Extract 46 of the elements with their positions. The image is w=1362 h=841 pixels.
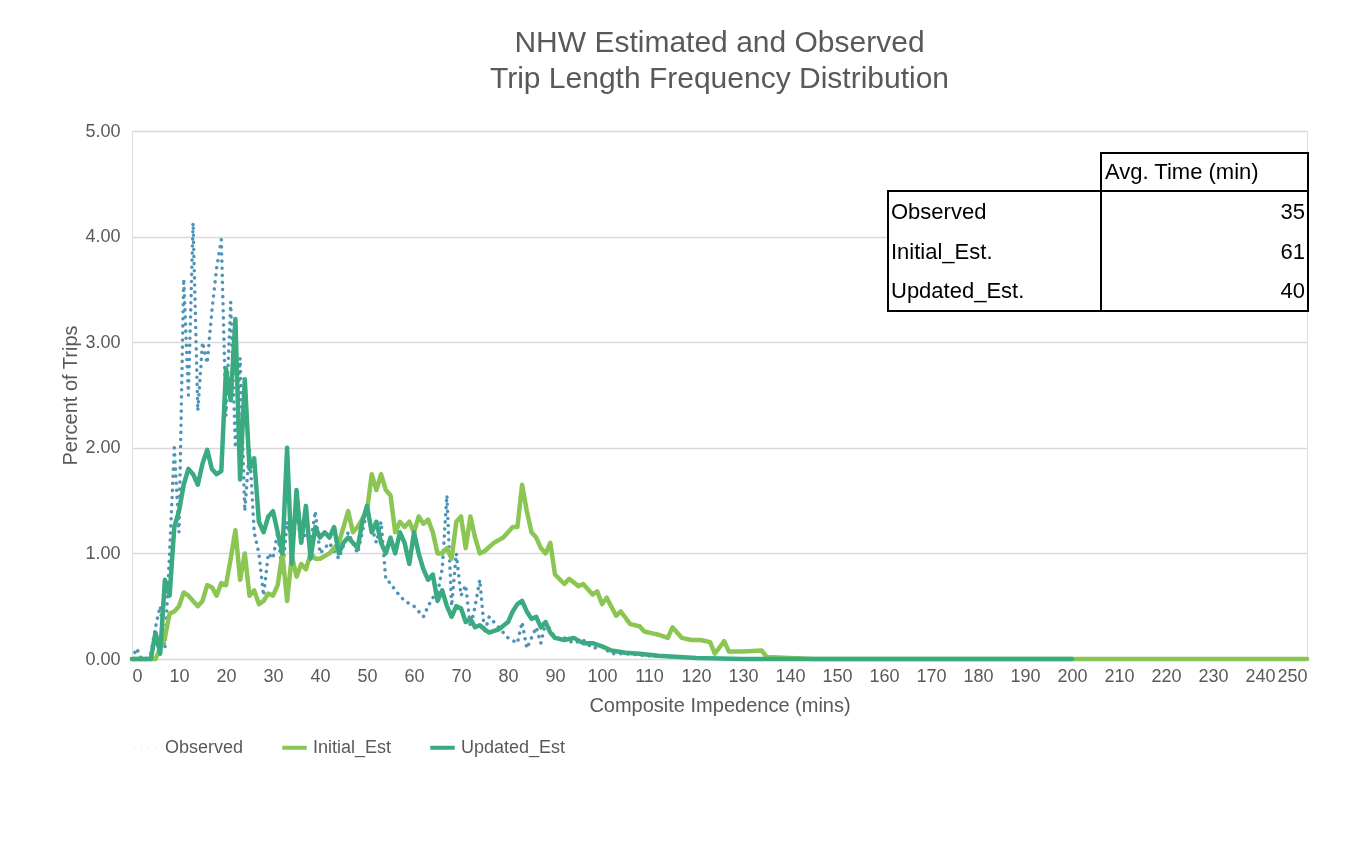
y-tick-label: 0.00 bbox=[85, 648, 121, 669]
annotation: Observed bbox=[891, 198, 987, 224]
annotation: Initial_Est. bbox=[891, 238, 993, 264]
x-tick-label: 230 bbox=[1198, 665, 1229, 686]
x-tick-label: 160 bbox=[869, 665, 900, 686]
x-tick-label: 120 bbox=[681, 665, 712, 686]
annotation: 40 bbox=[1280, 278, 1305, 303]
x-tick-label: 110 bbox=[635, 665, 664, 686]
annotation: 35 bbox=[1280, 198, 1305, 224]
x-tick-label: 180 bbox=[963, 665, 994, 686]
x-tick-label: 170 bbox=[916, 665, 947, 686]
annotation: 61 bbox=[1280, 238, 1305, 264]
x-tick-label: 250 bbox=[1277, 665, 1308, 686]
chart-subtitle: Trip Length Frequency Distribution bbox=[489, 61, 950, 94]
x-tick-label: 150 bbox=[822, 665, 853, 686]
x-tick-label: 130 bbox=[728, 665, 759, 686]
y-axis-title: Percent of Trips bbox=[59, 325, 82, 466]
y-tick-label: 2.00 bbox=[85, 437, 121, 458]
annotation: Updated_Est. bbox=[891, 278, 1025, 303]
x-tick-label: 220 bbox=[1151, 665, 1182, 686]
y-tick-label: 4.00 bbox=[85, 226, 121, 247]
x-tick-label: 140 bbox=[775, 665, 806, 686]
legend-label: Initial_Est bbox=[313, 736, 392, 758]
annotation: Avg. Time (min) bbox=[1105, 159, 1259, 184]
x-tick-label: 20 bbox=[216, 665, 237, 686]
x-tick-label: 10 bbox=[169, 665, 190, 686]
x-tick-label: 190 bbox=[1010, 665, 1041, 686]
x-tick-label: 70 bbox=[451, 665, 472, 686]
x-tick-label: 50 bbox=[357, 665, 378, 686]
x-tick-label: 40 bbox=[310, 665, 331, 686]
x-tick-label: 60 bbox=[404, 665, 425, 686]
x-tick-label: 100 bbox=[587, 665, 618, 686]
legend-label: Observed bbox=[165, 736, 244, 757]
x-tick-label: 200 bbox=[1057, 665, 1088, 686]
y-tick-label: 3.00 bbox=[85, 331, 121, 352]
y-tick-label: 5.00 bbox=[85, 120, 121, 141]
legend-label: Updated_Est bbox=[461, 736, 566, 758]
x-axis-title: Composite Impedence (mins) bbox=[589, 693, 851, 716]
y-tick-label: 1.00 bbox=[85, 542, 121, 563]
x-tick-label: 0 bbox=[132, 665, 143, 686]
x-tick-label: 90 bbox=[545, 665, 566, 686]
x-tick-label: 80 bbox=[498, 665, 519, 686]
chart-title: NHW Estimated and Observed bbox=[514, 25, 925, 58]
x-tick-label: 210 bbox=[1104, 665, 1135, 686]
x-tick-label: 30 bbox=[263, 665, 284, 686]
x-tick-label: 240 bbox=[1245, 665, 1276, 686]
